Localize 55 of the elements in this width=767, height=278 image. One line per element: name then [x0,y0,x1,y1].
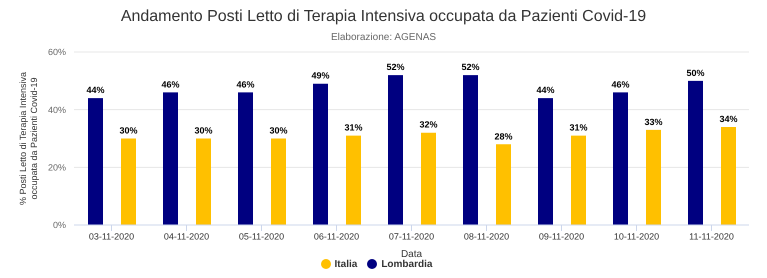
bar [613,92,628,225]
x-tick-label: 03-11-2020 [88,231,134,242]
data-label: 32% [419,120,438,130]
x-tick-label: 09-11-2020 [538,231,584,242]
bar [238,92,253,225]
bar [496,144,511,225]
bar [163,92,178,225]
bar [721,126,736,225]
bar [196,138,211,225]
data-label: 31% [344,122,363,133]
data-label: 46% [611,79,630,90]
y-tick-label: 40% [48,104,66,115]
y-axis-title: % Posti Letto di Terapia Intensiva occupata da Pazienti Covid-19 [18,72,39,205]
legend-label: Lombardia [381,259,432,270]
bar [121,138,136,225]
data-label: 34% [719,114,738,124]
data-label: 44% [536,85,555,96]
y-tick-label: 0% [52,220,66,230]
y-tick-label: 20% [48,162,66,173]
chart-title: Andamento Posti Letto di Terapia Intensiva occupata da Pazienti Covid-19 [120,8,648,26]
data-label: 30% [194,126,213,136]
legend-label: Italia [334,259,358,270]
bar [313,84,328,225]
bar [463,75,478,225]
x-tick-label: 07-11-2020 [388,231,434,242]
data-label: 33% [644,116,663,127]
data-label: 49% [311,70,330,81]
bar [538,98,553,225]
data-label: 28% [494,131,513,142]
bar [88,98,103,225]
x-tick-label: 10-11-2020 [614,231,660,242]
data-label: 46% [161,79,180,90]
data-label: 30% [119,126,138,136]
data-label: 30% [269,126,288,136]
x-tick-label: 11-11-2020 [689,231,734,242]
bar [571,136,586,225]
bar [271,138,286,225]
data-label: 44% [86,85,105,96]
y-tick-label: 60% [48,47,66,58]
bar [346,136,361,225]
data-label: 31% [569,122,588,133]
data-label: 46% [236,79,255,90]
x-tick-label: 06-11-2020 [314,231,360,242]
x-axis-title: Data [400,249,422,260]
chart-subtitle: Elaborazione: AGENAS [330,32,438,43]
bar [688,80,703,225]
bar [646,130,661,225]
x-tick-label: 04-11-2020 [164,231,210,242]
data-label: 50% [686,68,705,78]
bar [388,75,403,225]
x-tick-label: 08-11-2020 [464,231,510,242]
data-label: 52% [386,62,405,72]
x-tick-label: 05-11-2020 [238,231,284,242]
data-label: 52% [461,62,480,72]
bar [421,132,436,225]
